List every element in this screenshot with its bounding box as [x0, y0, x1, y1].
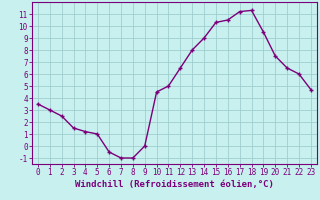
X-axis label: Windchill (Refroidissement éolien,°C): Windchill (Refroidissement éolien,°C) [75, 180, 274, 189]
